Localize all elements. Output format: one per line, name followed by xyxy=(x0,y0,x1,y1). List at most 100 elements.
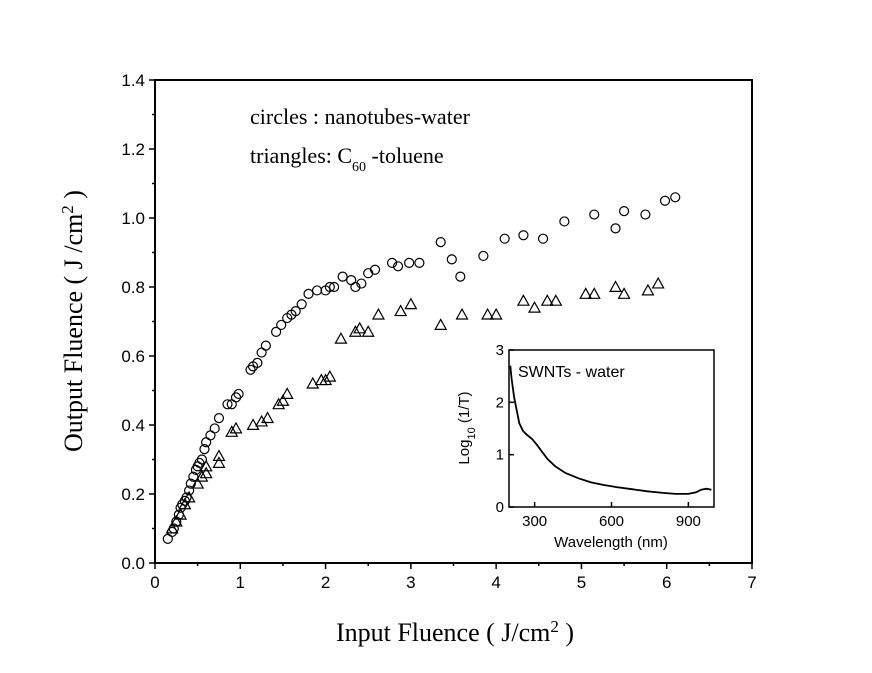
circle-point xyxy=(670,192,681,203)
legend-tri-sub: 60 xyxy=(352,160,366,175)
circle-point xyxy=(559,216,570,227)
main-y-tick-label: 0.0 xyxy=(121,554,145,573)
triangle-point xyxy=(306,376,320,389)
inset-y-suffix: (1/T) xyxy=(456,391,473,427)
triangle-point xyxy=(371,307,385,320)
legend-circles-text: circles : nanotubes-water xyxy=(250,104,471,129)
inset-x-tick-label: 900 xyxy=(676,513,701,530)
triangle-point xyxy=(528,300,542,313)
triangle-point xyxy=(455,307,469,320)
circle-point xyxy=(199,444,210,455)
circle-point xyxy=(350,281,361,293)
legend-tri-prefix: triangles: C xyxy=(250,143,352,168)
inset-y-tick-label: 0 xyxy=(496,499,504,516)
main-x-tick-label: 7 xyxy=(747,573,756,592)
triangle-point xyxy=(404,297,418,310)
triangle-point xyxy=(394,304,408,317)
circle-point xyxy=(659,195,671,206)
inset-y-tick-label: 3 xyxy=(496,342,504,359)
main-y-tick-label: 0.2 xyxy=(121,485,145,504)
triangle-point xyxy=(276,394,290,406)
inset-data-marks xyxy=(509,365,712,495)
circle-point xyxy=(386,257,398,268)
inset-y-ticks: 0 1 2 3 xyxy=(496,342,514,516)
circle-point xyxy=(260,340,271,351)
inset-background xyxy=(509,350,714,507)
circle-point xyxy=(194,457,205,469)
circle-point xyxy=(589,209,600,220)
circle-point xyxy=(337,271,348,282)
triangle-point xyxy=(246,418,260,430)
triangle-point xyxy=(212,456,226,468)
circle-point xyxy=(296,299,307,310)
triangle-point xyxy=(641,283,655,296)
triangle-point xyxy=(319,373,333,386)
inset-x-axis-title: Wavelength (nm) xyxy=(554,534,668,551)
y-title-main: Output Fluence ( J /cm xyxy=(59,214,88,452)
triangle-point xyxy=(434,318,448,330)
circle-point xyxy=(303,288,314,299)
inset-y-prefix: Log xyxy=(456,440,473,465)
circle-point xyxy=(271,326,282,337)
inset-title: SWNTs - water xyxy=(518,364,625,381)
triangle-point xyxy=(549,294,563,306)
circle-point xyxy=(188,471,199,482)
x-title-main: Input Fluence ( J/cm xyxy=(336,618,550,647)
triangle-point xyxy=(334,332,348,344)
x-title-sup: 2 xyxy=(550,617,559,636)
circle-point xyxy=(276,319,287,331)
triangle-point xyxy=(361,325,375,337)
circle-point xyxy=(222,399,233,410)
triangle-point xyxy=(323,369,337,382)
main-y-tick-label: 0.6 xyxy=(121,347,145,366)
triangle-point xyxy=(587,287,601,299)
inset-y-tick-label: 1 xyxy=(496,447,504,464)
circle-point xyxy=(640,209,651,220)
main-y-ticks: 0.0 0.2 0.4 0.6 0.8 1.0 1.2 1.4 xyxy=(121,71,155,573)
triangle-point xyxy=(261,411,275,424)
x-title-end: ) xyxy=(559,618,574,647)
main-x-tick-label: 5 xyxy=(577,573,586,592)
circle-point xyxy=(196,454,208,465)
circle-point xyxy=(233,388,244,400)
circle-point xyxy=(290,306,301,317)
triangle-point xyxy=(617,287,631,299)
main-y-tick-label: 1.4 xyxy=(121,71,145,90)
circle-point xyxy=(324,281,335,293)
triangle-point xyxy=(212,449,226,462)
main-x-axis-title: Input Fluence ( J/cm2 ) xyxy=(336,617,574,648)
circle-point xyxy=(185,478,196,489)
circle-point xyxy=(184,485,195,496)
triangle-point xyxy=(191,476,205,489)
circle-point xyxy=(213,413,225,424)
triangle-point xyxy=(353,321,367,334)
main-y-tick-label: 0.4 xyxy=(121,416,145,435)
absorbance-line xyxy=(509,365,712,495)
triangle-point xyxy=(651,276,665,289)
triangle-point xyxy=(199,459,213,472)
circle-point xyxy=(455,271,466,282)
triangle-point xyxy=(174,507,188,520)
main-x-tick-label: 6 xyxy=(662,573,671,592)
circle-point xyxy=(252,357,263,368)
main-y-tick-label: 1.2 xyxy=(121,140,145,159)
triangle-point xyxy=(540,294,554,306)
triangle-point xyxy=(199,466,213,479)
y-title-end: ) xyxy=(59,190,88,205)
inset-y-axis-title: Log10 (1/T) xyxy=(456,391,478,464)
legend-tri-suffix: -toluene xyxy=(366,143,444,168)
circle-point xyxy=(446,254,457,265)
circle-point xyxy=(518,230,529,241)
main-x-tick-label: 1 xyxy=(236,573,245,592)
triangle-point xyxy=(516,294,530,306)
triangle-point xyxy=(169,514,183,527)
circle-point xyxy=(209,423,220,434)
circle-point xyxy=(404,257,415,268)
triangle-point xyxy=(178,497,192,510)
triangle-point xyxy=(182,490,196,503)
circle-point xyxy=(311,285,323,296)
triangle-point xyxy=(165,521,179,534)
circle-point xyxy=(414,257,425,268)
circle-point xyxy=(478,250,489,262)
inset-x-tick-label: 600 xyxy=(599,513,624,530)
